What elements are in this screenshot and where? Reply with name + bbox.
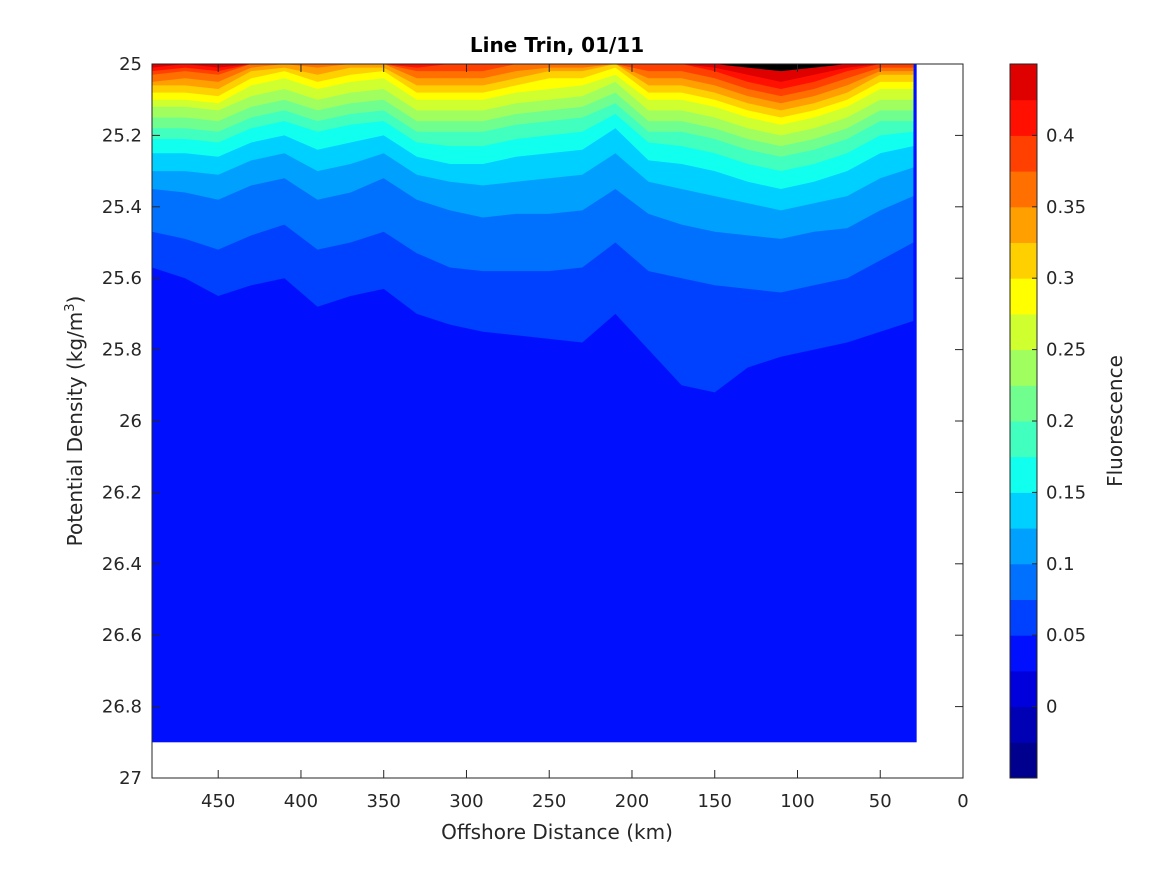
- colorbar-ticks: 0 0.05 0.1 0.15 0.2 0.25 0.3 0.35 0.4: [1032, 125, 1086, 718]
- x-axis: 450 400 350 300 250 200 150 100 50 0: [201, 64, 969, 812]
- colorbar-band: [1010, 349, 1037, 386]
- y-tick-label: 26.8: [102, 697, 142, 718]
- colorbar-band: [1010, 385, 1037, 422]
- colorbar-bands: [1010, 64, 1037, 779]
- x-tick-label: 400: [284, 791, 318, 812]
- y-tick-label: 25.2: [102, 125, 142, 146]
- x-tick-label: 50: [869, 791, 892, 812]
- colorbar-band: [1010, 492, 1037, 529]
- y-tick-label: 25.4: [102, 197, 142, 218]
- y-tick-label: 25.6: [102, 268, 142, 289]
- y-axis-label-close: ): [63, 296, 87, 304]
- colorbar-band: [1010, 456, 1037, 493]
- contour-bands: [152, 64, 917, 743]
- colorbar-tick-label: 0.35: [1046, 197, 1086, 218]
- colorbar-band: [1010, 528, 1037, 565]
- y-tick-label: 25: [119, 54, 142, 75]
- colorbar-tick-label: 0: [1046, 697, 1057, 718]
- contour-band: [152, 64, 914, 89]
- colorbar-band: [1010, 742, 1037, 779]
- colorbar-band: [1010, 599, 1037, 636]
- y-tick-label: 26: [119, 411, 142, 432]
- colorbar-band: [1010, 206, 1037, 243]
- colorbar-band: [1010, 421, 1037, 458]
- colorbar-band: [1010, 99, 1037, 136]
- x-tick-label: 250: [532, 791, 566, 812]
- y-tick-label: 26.2: [102, 482, 142, 503]
- colorbar-band: [1010, 242, 1037, 279]
- x-tick-label: 200: [615, 791, 649, 812]
- x-tick-label: 100: [780, 791, 814, 812]
- x-tick-label: 150: [698, 791, 732, 812]
- chart-title: Line Trin, 01/11: [470, 33, 644, 57]
- y-axis: 25 25.2 25.4 25.6 25.8 26 26.2 26.4 26.6 26.8 27: [102, 54, 963, 789]
- colorbar-band: [1010, 64, 1037, 101]
- y-axis-label-main: Potential Density (kg/m: [63, 312, 87, 547]
- contour-band: [152, 64, 914, 82]
- x-tick-label: 350: [367, 791, 401, 812]
- colorbar-band: [1010, 135, 1037, 172]
- y-tick-label: 27: [119, 768, 142, 789]
- y-tick-label: 26.4: [102, 554, 142, 575]
- colorbar-band: [1010, 171, 1037, 208]
- contour-band: [152, 64, 914, 72]
- x-tick-label: 450: [201, 791, 235, 812]
- plot-area: 450 400 350 300 250 200 150 100 50 0 2525.225.425…: [102, 54, 969, 812]
- colorbar-label: Fluorescence: [1103, 355, 1127, 487]
- colorbar-band: [1010, 635, 1037, 672]
- x-tick-label: 300: [449, 791, 483, 812]
- colorbar-tick-label: 0.25: [1046, 340, 1086, 361]
- colorbar-band: [1010, 563, 1037, 600]
- y-axis-label-sup: 3: [63, 303, 78, 311]
- colorbar-band: [1010, 313, 1037, 351]
- colorbar-tick-label: 0.05: [1046, 625, 1086, 646]
- y-axis-label: Potential Density (kg/m3): [63, 296, 87, 547]
- colorbar: 0 0.05 0.1 0.15 0.2 0.25 0.3 0.35 0.4: [1009, 63, 1086, 779]
- x-tick-label: 0: [957, 791, 968, 812]
- colorbar-band: [1010, 670, 1037, 708]
- colorbar-tick-label: 0.15: [1046, 482, 1086, 503]
- colorbar-band: [1010, 706, 1037, 743]
- colorbar-tick-label: 0.2: [1046, 411, 1075, 432]
- colorbar-tick-label: 0.1: [1046, 554, 1075, 575]
- y-tick-label: 26.6: [102, 625, 142, 646]
- colorbar-band: [1010, 278, 1037, 315]
- colorbar-tick-label: 0.4: [1046, 125, 1075, 146]
- x-axis-label: Offshore Distance (km): [441, 820, 673, 844]
- y-tick-label: 25.8: [102, 340, 142, 361]
- colorbar-tick-label: 0.3: [1046, 268, 1075, 289]
